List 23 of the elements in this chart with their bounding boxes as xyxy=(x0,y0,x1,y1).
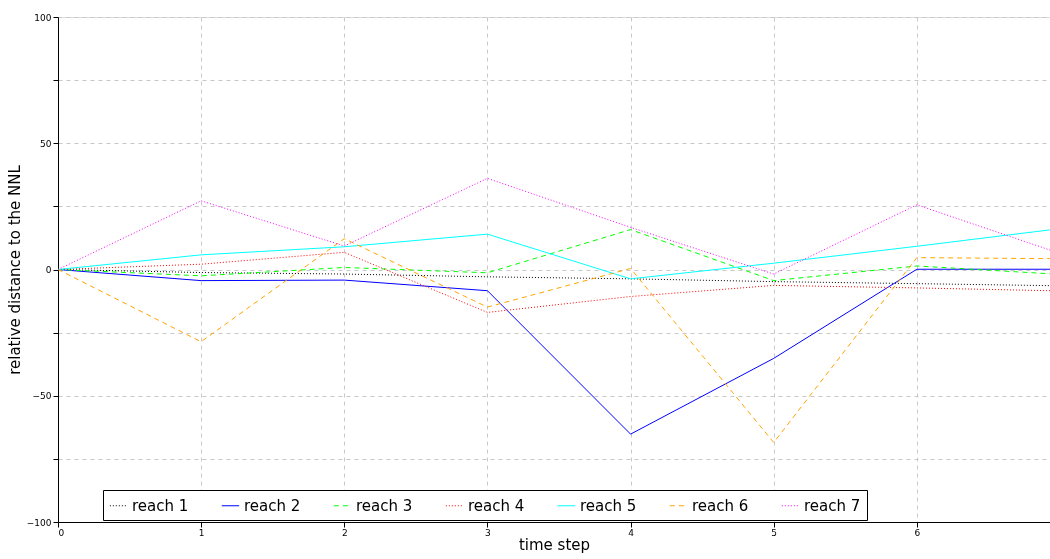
y-axis-title: relative distance to the NNL xyxy=(5,164,24,375)
x-tick-label: 4 xyxy=(628,527,635,538)
legend-label: reach 2 xyxy=(244,496,301,515)
line-series xyxy=(57,177,1050,275)
x-axis-title: time step xyxy=(518,535,591,554)
legend-label: reach 7 xyxy=(804,496,861,515)
x-tick-label: 3 xyxy=(485,527,491,538)
x-tick-label: 1 xyxy=(198,527,205,538)
y-tick-label: −100 xyxy=(26,517,52,528)
y-tick-label: 50 xyxy=(40,138,52,149)
y-tick-label: 100 xyxy=(34,12,52,23)
y-tick-label: −50 xyxy=(32,391,52,402)
y-tick-label: 0 xyxy=(45,265,52,275)
legend-label: reach 4 xyxy=(468,496,525,515)
line-series xyxy=(57,238,1050,443)
legend-label: reach 5 xyxy=(580,496,637,515)
x-tick-label: 5 xyxy=(771,527,778,538)
legend-label: reach 3 xyxy=(356,496,413,515)
legend-label: reach 6 xyxy=(692,496,749,515)
x-tick-label: 2 xyxy=(341,527,348,538)
x-tick-label: 6 xyxy=(914,527,921,538)
x-tick-label: 0 xyxy=(58,527,65,538)
legend-label: reach 1 xyxy=(132,496,189,515)
